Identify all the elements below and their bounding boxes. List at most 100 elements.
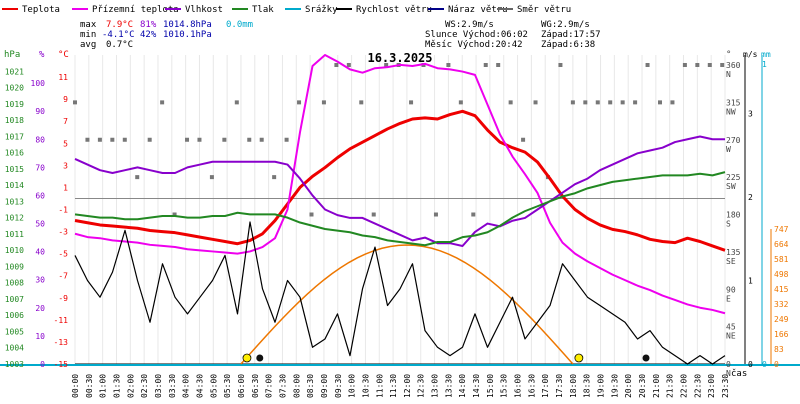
degc-tick-label: -5 [58, 250, 68, 259]
x-tick-label: 20:30 [638, 374, 647, 398]
info-moon-rise: Měsíc Východ:20:42 [425, 40, 523, 50]
x-tick-label: 11:30 [389, 374, 398, 398]
x-axis-label: čas [731, 368, 747, 379]
pct-tick-label: 100 [31, 79, 46, 88]
x-tick-label: 16:00 [514, 374, 523, 398]
pct-tick-label: 90 [35, 107, 45, 116]
wind-direction-point [309, 212, 314, 217]
x-tick-label: 14:00 [458, 374, 467, 398]
x-tick-label: 17:30 [555, 374, 564, 398]
hpa-axis-label: hPa [4, 50, 20, 60]
pct-tick-label: 50 [35, 220, 45, 229]
hpa-tick-label: 1020 [5, 84, 24, 93]
x-tick-label: 13:30 [444, 374, 453, 398]
dir-tick-label: NE [726, 332, 736, 341]
series-line-rychlost-větru [74, 221, 726, 365]
hpa-tick-label: 1013 [5, 197, 24, 206]
x-tick-label: 17:00 [541, 374, 550, 398]
wind-direction-point [608, 100, 613, 105]
pct-tick-label: 0 [40, 360, 45, 369]
wind-direction-point [284, 137, 289, 142]
pct-tick-label: 70 [35, 163, 45, 172]
ms-axis-label: m/s [743, 50, 758, 59]
dir-tick-label: NW [726, 107, 736, 116]
info-wg: WG:2.9m/s [541, 20, 590, 30]
dir-tick-label: S [726, 220, 731, 229]
wind-direction-point [521, 137, 526, 142]
x-tick-label: 01:00 [99, 374, 108, 398]
dir-tick-label: N [726, 70, 731, 79]
pct-axis-label: % [39, 50, 45, 60]
x-tick-label: 09:30 [334, 374, 343, 398]
stat-avg-temp: 0.7°C [106, 40, 133, 50]
deg-tick-label: 360 [726, 61, 741, 70]
wind-direction-point [695, 63, 700, 67]
wm2-tick-label: 581 [774, 255, 789, 264]
mm-tick-label: 0 [762, 360, 767, 369]
x-tick-label: 10:00 [348, 374, 357, 398]
wm2-tick-label: 747 [774, 225, 789, 234]
wm2-tick-label: 249 [774, 315, 789, 324]
wind-direction-point [633, 100, 638, 105]
wind-direction-point [433, 212, 438, 217]
dir-tick-label: SW [726, 182, 736, 191]
wind-direction-point [558, 63, 563, 67]
ms-tick-label: 3 [748, 109, 753, 118]
pct-tick-label: 20 [35, 304, 45, 313]
stat-max-temp: 7.9°C [106, 20, 133, 30]
wind-direction-point [185, 137, 190, 142]
hpa-tick-label: 1009 [5, 262, 24, 271]
pct-tick-label: 10 [35, 332, 45, 341]
wind-direction-point [135, 175, 140, 180]
dir-tick-label: SE [726, 257, 736, 266]
degc-tick-label: -7 [58, 272, 68, 281]
x-tick-label: 21:00 [652, 374, 661, 398]
ms-tick-label: 0 [748, 360, 753, 369]
deg-tick-label: 180 [726, 211, 741, 220]
stat-avg-label: avg [80, 40, 96, 50]
stat-max-rain: 0.0mm [226, 20, 253, 30]
x-tick-label: 12:30 [417, 374, 426, 398]
pct-tick-label: 40 [35, 248, 45, 257]
mm-tick-label: 1 [762, 60, 767, 69]
moonset-marker [256, 354, 264, 362]
x-tick-label: 16:30 [527, 374, 536, 398]
x-tick-label: 22:30 [693, 374, 702, 398]
x-tick-label: 03:30 [168, 374, 177, 398]
wind-direction-point [658, 100, 662, 105]
dir-tick-label: W [726, 145, 731, 154]
x-tick-label: 04:00 [182, 374, 191, 398]
x-tick-label: 15:30 [500, 374, 509, 398]
wind-direction-point [172, 212, 177, 217]
hpa-tick-label: 1016 [5, 149, 24, 158]
wm2-tick-label: 498 [774, 270, 789, 279]
wm2-tick-label: 166 [774, 330, 789, 339]
ms-tick-label: 2 [748, 193, 753, 202]
degc-tick-label: 11 [58, 73, 68, 82]
stat-max-press: 1014.8hPa [163, 20, 212, 30]
stat-max-label: max [80, 20, 97, 30]
degc-tick-label: -13 [54, 338, 69, 347]
x-tick-label: 06:30 [251, 374, 260, 398]
x-tick-label: 06:00 [237, 374, 246, 398]
info-sun-set: Západ:17:57 [541, 30, 601, 40]
pct-tick-label: 30 [35, 276, 45, 285]
hpa-tick-label: 1019 [5, 100, 24, 109]
degc-tick-label: -15 [54, 360, 69, 369]
x-tick-label: 21:30 [666, 374, 675, 398]
wm2-tick-label: 332 [774, 300, 789, 309]
wind-direction-point [458, 100, 463, 105]
wm2-tick-label: 0 [774, 360, 779, 369]
x-tick-label: 12:00 [403, 374, 412, 398]
degc-tick-label: 9 [63, 95, 68, 104]
stat-max-hum: 81% [140, 20, 157, 30]
hpa-tick-label: 1006 [5, 311, 24, 320]
wind-direction-point [73, 100, 77, 105]
x-tick-label: 22:00 [680, 374, 689, 398]
x-tick-label: 01:30 [112, 374, 121, 398]
deg-tick-label: 45 [726, 323, 736, 332]
degc-tick-label: -9 [58, 294, 68, 303]
plot-area [75, 55, 725, 364]
